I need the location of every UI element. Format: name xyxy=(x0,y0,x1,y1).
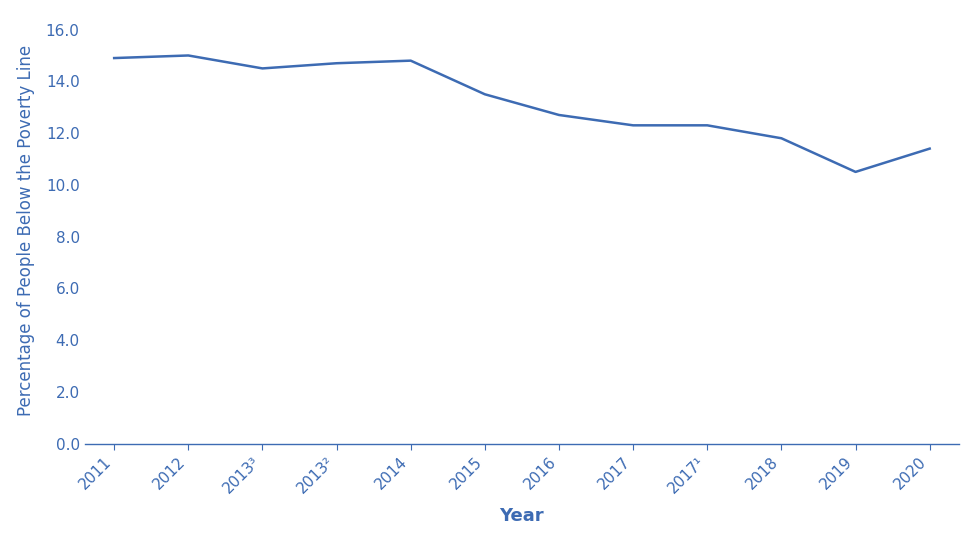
X-axis label: Year: Year xyxy=(500,507,545,525)
Y-axis label: Percentage of People Below the Poverty Line: Percentage of People Below the Poverty L… xyxy=(17,44,35,416)
